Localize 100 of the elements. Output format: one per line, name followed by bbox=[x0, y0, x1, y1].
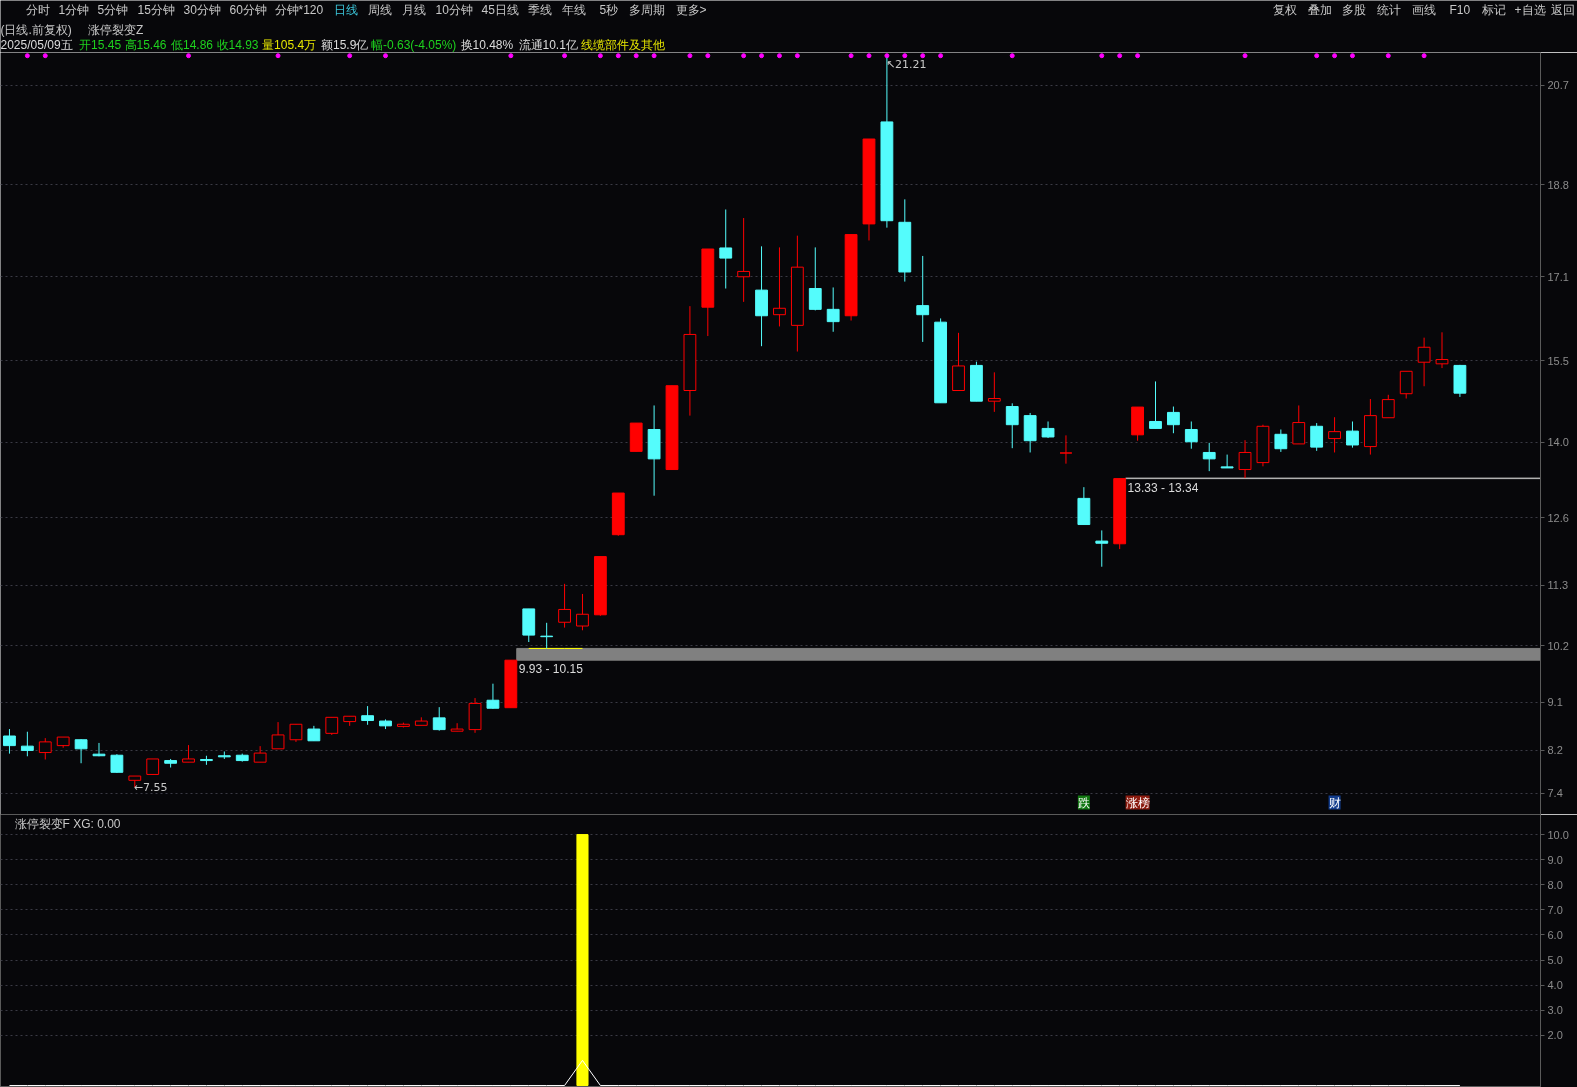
text: 统计 bbox=[1376, 3, 1401, 17]
text: 周线 bbox=[367, 3, 392, 17]
y-tick-label: 9.1 bbox=[1547, 696, 1563, 709]
text: 5分钟 bbox=[97, 3, 129, 17]
text: 换10.48% bbox=[460, 37, 514, 52]
text: 返回 bbox=[1550, 3, 1575, 17]
text: 量105.4万 bbox=[262, 37, 317, 52]
y-tick-label: 20.7 bbox=[1547, 79, 1569, 92]
candlestick bbox=[450, 722, 464, 732]
candlestick bbox=[719, 208, 733, 290]
text: 线缆部件及其他 bbox=[580, 37, 665, 52]
text: 5秒 bbox=[599, 3, 619, 17]
y-tick-label: 6.0 bbox=[1547, 928, 1563, 941]
candlestick bbox=[74, 738, 88, 764]
y-tick-label: 14.0 bbox=[1547, 436, 1569, 449]
text: 画线 bbox=[1411, 3, 1436, 17]
text: 额15.9亿 bbox=[321, 37, 369, 52]
text: 60分钟 bbox=[229, 3, 267, 17]
candlestick bbox=[486, 683, 500, 710]
y-tick-label: 4.0 bbox=[1547, 979, 1563, 992]
candlestick bbox=[1292, 404, 1306, 445]
text: 分钟*120 bbox=[274, 3, 324, 17]
y-tick-label: 8.0 bbox=[1547, 878, 1563, 891]
text: 流通10.1亿 bbox=[518, 37, 578, 52]
annotation: 涨榜 bbox=[1125, 795, 1150, 810]
text: 标记 bbox=[1480, 3, 1506, 17]
candlestick bbox=[826, 286, 840, 333]
candlestick bbox=[576, 593, 589, 631]
text: 日线 bbox=[333, 3, 358, 17]
candlestick bbox=[808, 246, 822, 311]
text: 月线 bbox=[401, 3, 426, 17]
text: 高15.46 bbox=[124, 37, 167, 52]
text: 复权 bbox=[1272, 3, 1297, 17]
y-tick-label: 7.0 bbox=[1547, 903, 1563, 916]
text: 开15.45 bbox=[79, 37, 122, 52]
candlestick bbox=[1095, 529, 1109, 568]
candlestick bbox=[432, 706, 446, 732]
text: 幅-0.63(-4.05%) bbox=[371, 37, 457, 52]
candlestick bbox=[773, 246, 786, 327]
text: 季线 bbox=[527, 3, 552, 17]
candlestick bbox=[271, 721, 285, 750]
text: 多股 bbox=[1341, 3, 1366, 17]
candlestick bbox=[1381, 394, 1395, 419]
candlestick bbox=[1005, 402, 1019, 449]
y-tick-label: 11.3 bbox=[1547, 579, 1569, 592]
candlestick bbox=[1274, 429, 1288, 453]
candlestick bbox=[1346, 420, 1359, 449]
candlestick bbox=[1059, 434, 1073, 465]
candlestick bbox=[1328, 416, 1341, 453]
candlestick bbox=[1310, 422, 1324, 452]
band-label: 13.33 - 13.34 bbox=[1127, 480, 1199, 495]
text: 叠加 bbox=[1307, 3, 1332, 17]
y-tick-label: 18.8 bbox=[1547, 178, 1569, 191]
candlestick bbox=[1399, 370, 1413, 400]
text: 低14.86 bbox=[171, 37, 214, 52]
text: 多周期 bbox=[628, 3, 665, 17]
annotation: 跌 bbox=[1077, 795, 1090, 810]
text: 更多> bbox=[675, 3, 707, 17]
band-label: 9.93 - 10.15 bbox=[518, 662, 584, 677]
candlestick bbox=[20, 731, 34, 757]
candlestick bbox=[1202, 442, 1216, 472]
text: 收14.93 bbox=[216, 37, 259, 52]
y-tick-label: 15.5 bbox=[1547, 354, 1569, 367]
text: 45日线 bbox=[481, 3, 519, 17]
text: 1分钟 bbox=[58, 3, 90, 17]
text: 10分钟 bbox=[435, 3, 473, 17]
text: 30分钟 bbox=[183, 3, 221, 17]
y-tick-label: 10.2 bbox=[1547, 639, 1569, 652]
y-tick-label: 8.2 bbox=[1547, 744, 1563, 757]
y-tick-label: 12.6 bbox=[1547, 511, 1569, 524]
candlestick bbox=[987, 371, 1001, 413]
chart-title: (日线.前复权) bbox=[0, 23, 72, 37]
annotation: ←7.55 bbox=[133, 780, 168, 794]
candlestick bbox=[1238, 439, 1252, 479]
y-tick-label: 3.0 bbox=[1547, 1004, 1563, 1017]
chart-title: 涨停裂变F XG: 0.00 bbox=[14, 816, 121, 831]
candlestick bbox=[1417, 337, 1431, 387]
candlestick bbox=[3, 728, 16, 755]
y-tick-label: 17.1 bbox=[1547, 270, 1569, 283]
text: 15分钟 bbox=[137, 3, 175, 17]
candlestick bbox=[38, 737, 52, 760]
candlestick bbox=[1435, 331, 1449, 369]
chart-subtitle: 涨停裂变Z bbox=[88, 23, 144, 37]
text: +自选 bbox=[1514, 3, 1546, 17]
y-tick-label: 5.0 bbox=[1547, 954, 1563, 967]
y-tick-label: 7.4 bbox=[1547, 787, 1563, 800]
y-tick-label: 9.0 bbox=[1547, 853, 1563, 866]
candlestick bbox=[737, 217, 751, 303]
candlestick bbox=[1149, 380, 1162, 429]
candlestick bbox=[1220, 454, 1234, 469]
y-tick-label: 10.0 bbox=[1547, 828, 1569, 841]
text: 年线 bbox=[561, 3, 586, 17]
candlestick bbox=[1167, 406, 1180, 434]
candlestick bbox=[558, 583, 571, 629]
candlestick bbox=[1184, 420, 1198, 450]
text: 2025/05/09五 bbox=[0, 37, 73, 52]
candlestick bbox=[540, 622, 554, 649]
y-tick-label: 2.0 bbox=[1547, 1029, 1563, 1042]
annotation: ↖21.21 bbox=[885, 57, 927, 71]
text: F10 bbox=[1449, 3, 1471, 17]
